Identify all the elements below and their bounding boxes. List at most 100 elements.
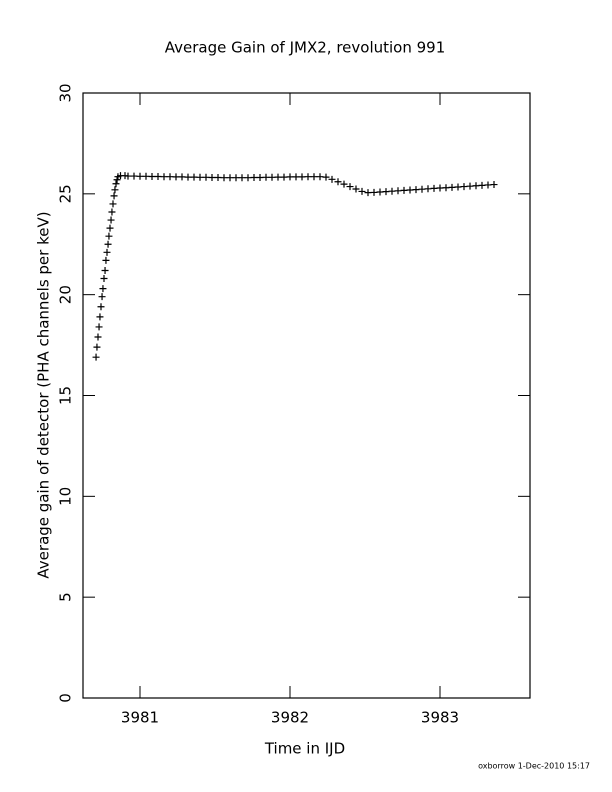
data-point [238, 174, 246, 182]
data-point [472, 182, 480, 190]
data-point [394, 187, 402, 195]
data-point [412, 186, 420, 194]
x-tick-label: 3983 [421, 709, 459, 727]
data-point [292, 173, 300, 181]
data-point [103, 248, 111, 256]
data-point [92, 353, 100, 361]
data-point [190, 173, 198, 181]
data-point [99, 285, 107, 293]
data-point [352, 185, 360, 193]
data-point [124, 172, 132, 180]
data-point [286, 173, 294, 181]
data-point [478, 181, 486, 189]
data-point [106, 224, 114, 232]
data-point [108, 208, 116, 216]
data-point [104, 240, 112, 248]
data-point [96, 313, 104, 321]
data-point [250, 173, 258, 181]
plot-frame [82, 92, 531, 699]
data-point [100, 275, 108, 283]
data-point [208, 173, 216, 181]
chart-title: Average Gain of JMX2, revolution 991 [165, 39, 446, 57]
data-point [328, 175, 336, 183]
data-point [334, 178, 342, 186]
data-point [262, 173, 270, 181]
data-point [160, 173, 168, 181]
data-point [98, 293, 106, 301]
data-point [322, 173, 330, 181]
data-point [94, 333, 102, 341]
data-point [109, 200, 117, 208]
data-point [268, 173, 276, 181]
data-point [388, 187, 396, 195]
data-point [400, 186, 408, 194]
data-point [358, 187, 366, 195]
data-point [172, 173, 180, 181]
data-point [178, 173, 186, 181]
data-point [448, 183, 456, 191]
data-point [111, 186, 119, 194]
data-point [310, 173, 318, 181]
data-point [95, 323, 103, 331]
data-point [274, 173, 282, 181]
data-point [142, 172, 150, 180]
data-point [110, 192, 118, 200]
data-point [136, 172, 144, 180]
data-point [382, 188, 390, 196]
data-point [184, 173, 192, 181]
data-point [370, 188, 378, 196]
data-point [214, 173, 222, 181]
y-axis-label: Average gain of detector (PHA channels p… [35, 211, 53, 578]
data-point [376, 188, 384, 196]
data-point [112, 180, 120, 188]
data-point [316, 173, 324, 181]
data-point [232, 174, 240, 182]
data-point [166, 173, 174, 181]
y-tick-label: 0 [57, 693, 75, 703]
data-point [430, 184, 438, 192]
data-point [226, 174, 234, 182]
x-axis-label: Time in IJD [264, 740, 345, 758]
data-point [101, 266, 109, 274]
data-point [102, 256, 110, 264]
data-point [466, 182, 474, 190]
data-point [280, 173, 288, 181]
data-point [130, 172, 138, 180]
data-point [436, 184, 444, 192]
data-point [107, 216, 115, 224]
data-point [105, 232, 113, 240]
data-point [148, 172, 156, 180]
data-point [460, 183, 468, 191]
data-point [304, 173, 312, 181]
data-point [364, 189, 372, 197]
x-tick-label: 3981 [121, 709, 159, 727]
data-point [340, 180, 348, 188]
y-tick-label: 10 [57, 487, 75, 506]
data-point [406, 186, 414, 194]
data-point [220, 174, 228, 182]
data-point [298, 173, 306, 181]
footer: oxborrow 1-Dec-2010 15:17 [478, 762, 590, 771]
data-point [202, 173, 210, 181]
data-point [154, 172, 162, 180]
data-point [113, 176, 121, 184]
data-point [97, 303, 105, 311]
y-tick-label: 25 [57, 184, 75, 203]
y-tick-label: 15 [57, 386, 75, 405]
x-tick-label: 3982 [271, 709, 309, 727]
data-point [490, 181, 498, 189]
data-point [93, 343, 101, 351]
data-point [346, 183, 354, 191]
y-tick-label: 30 [57, 83, 75, 102]
data-point [196, 173, 204, 181]
y-tick-label: 5 [57, 592, 75, 602]
data-point [244, 174, 252, 182]
y-tick-label: 20 [57, 285, 75, 304]
data-point [484, 181, 492, 189]
data-point [454, 183, 462, 191]
data-point [442, 184, 450, 192]
data-point [418, 185, 426, 193]
data-point [256, 173, 264, 181]
data-point [424, 185, 432, 193]
